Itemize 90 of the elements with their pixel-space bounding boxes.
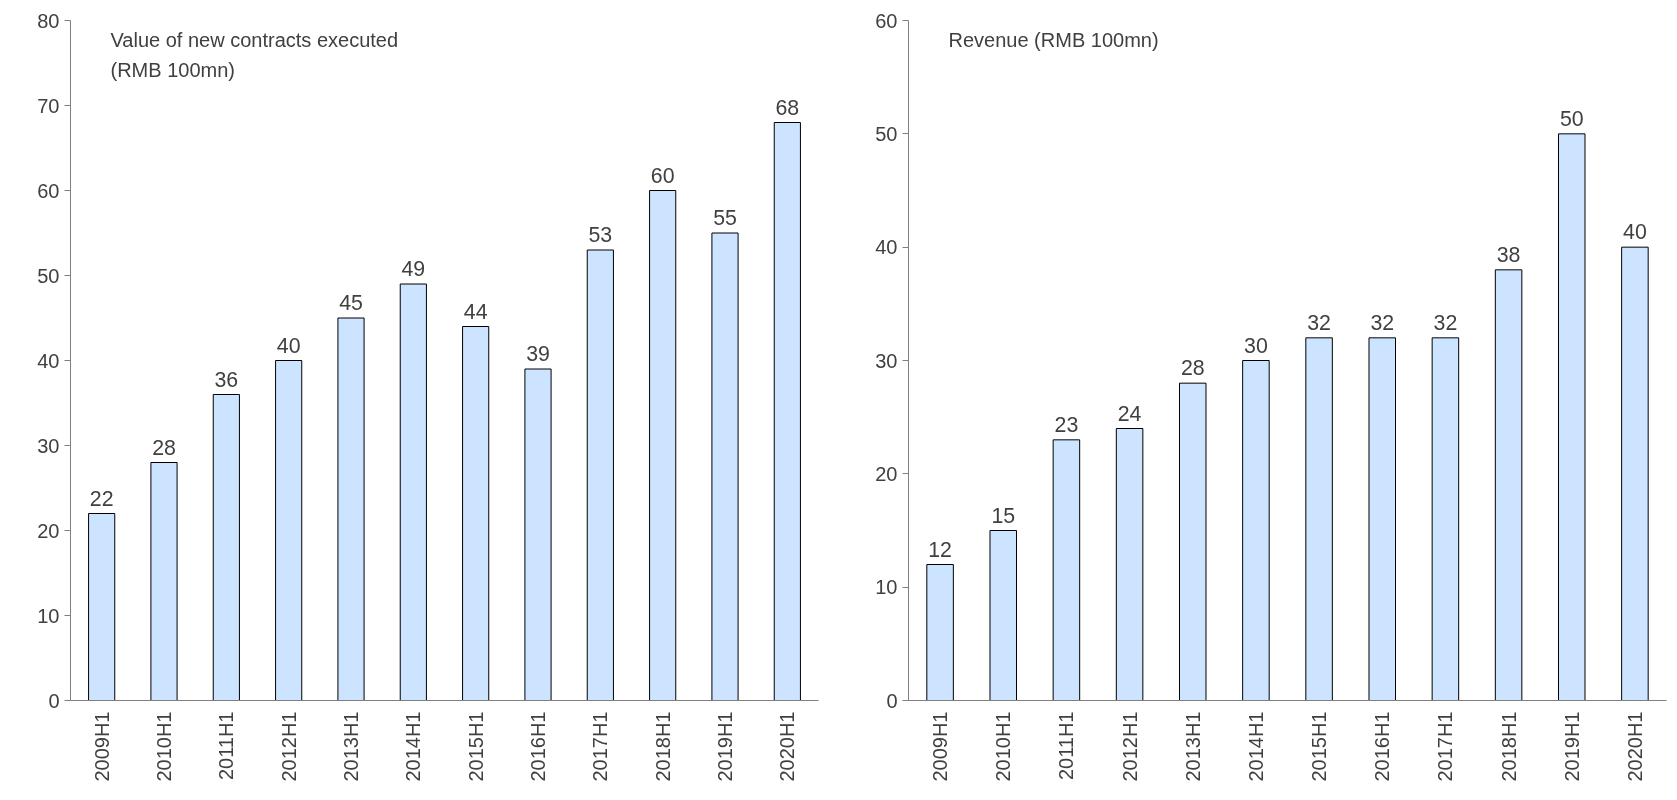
y-tick-label: 80	[37, 9, 60, 32]
bar	[275, 360, 303, 701]
bar	[337, 317, 365, 701]
bar	[88, 513, 116, 701]
data-label: 28	[1180, 356, 1205, 381]
y-tick-label: 50	[875, 122, 898, 145]
y-tick-label: 40	[875, 236, 898, 259]
x-tick-label: 2014H1	[1244, 711, 1267, 782]
x-tick-label: 2011H1	[215, 711, 238, 781]
x-tick-label: 2017H1	[589, 711, 612, 782]
data-label: 55	[713, 206, 737, 230]
data-label: 40	[1623, 220, 1647, 245]
data-label: 60	[650, 163, 675, 188]
bar	[1115, 428, 1144, 701]
data-label: 32	[1433, 310, 1458, 335]
data-label: 44	[463, 299, 488, 324]
bar	[1368, 337, 1397, 701]
x-tick-label: 2018H1	[1497, 711, 1520, 782]
chart-title: Revenue (RMB 100mn)	[948, 28, 1159, 51]
y-tick-label: 40	[37, 349, 60, 372]
x-tick-label: 2020H1	[776, 711, 799, 782]
data-label: 38	[1496, 242, 1521, 267]
data-label: 12	[928, 537, 952, 562]
x-tick-label: 2012H1	[1118, 711, 1141, 782]
data-label: 45	[339, 291, 363, 315]
x-tick-label: 2012H1	[277, 711, 300, 782]
data-label: 32	[1307, 310, 1331, 335]
y-tick-label: 20	[875, 462, 898, 485]
data-label: 28	[152, 435, 176, 460]
data-label: 15	[991, 503, 1016, 528]
x-tick-label: 2015H1	[464, 711, 487, 782]
data-label: 36	[214, 367, 239, 392]
data-label: 40	[276, 333, 301, 358]
y-tick-label: 10	[37, 604, 60, 627]
x-tick-label: 2013H1	[1181, 711, 1204, 782]
bar	[711, 232, 739, 701]
x-tick-label: 2009H1	[929, 711, 952, 782]
x-tick-label: 2013H1	[340, 711, 362, 782]
bar	[989, 530, 1018, 701]
bar	[1557, 133, 1586, 701]
y-tick-label: 70	[37, 94, 60, 117]
x-tick-label: 2015H1	[1308, 711, 1331, 782]
y-tick-label: 60	[37, 179, 60, 202]
x-tick-label: 2019H1	[1560, 711, 1583, 782]
y-tick-label: 30	[875, 349, 898, 372]
bar	[1621, 246, 1649, 701]
bar	[150, 462, 178, 701]
data-label: 22	[89, 486, 114, 511]
x-tick-label: 2020H1	[1623, 711, 1646, 782]
bar	[524, 368, 552, 701]
data-label: 49	[401, 257, 426, 281]
data-label: 68	[775, 95, 800, 120]
bar	[1178, 382, 1207, 701]
bar	[1494, 269, 1523, 701]
bar	[926, 564, 954, 701]
y-tick-label: 0	[886, 689, 898, 712]
x-tick-label: 2009H1	[90, 711, 113, 782]
bar	[399, 283, 427, 701]
x-tick-label: 2016H1	[527, 711, 549, 782]
y-tick-label: 60	[875, 9, 898, 32]
x-tick-label: 2014H1	[402, 711, 425, 782]
data-label: 53	[588, 223, 613, 247]
bar	[462, 326, 490, 701]
x-tick-label: 2016H1	[1371, 711, 1394, 782]
data-label: 24	[1117, 401, 1142, 426]
x-tick-label: 2017H1	[1434, 711, 1457, 782]
bar	[649, 190, 677, 701]
x-tick-label: 2018H1	[651, 711, 674, 782]
x-tick-label: 2010H1	[153, 711, 175, 782]
x-tick-label: 2019H1	[714, 711, 736, 782]
bar	[212, 394, 240, 701]
data-label: 30	[1244, 333, 1268, 358]
y-tick-label: 30	[37, 434, 60, 457]
y-tick-label: 10	[875, 576, 898, 599]
y-tick-label: 0	[48, 689, 60, 712]
data-label: 39	[526, 342, 550, 366]
y-tick-label: 20	[37, 519, 60, 542]
data-label: 32	[1370, 310, 1395, 335]
bar	[586, 249, 614, 701]
x-tick-label: 2011H1	[1055, 711, 1078, 781]
y-tick-label: 50	[37, 264, 60, 287]
data-label: 23	[1054, 412, 1079, 437]
text: Value of new contracts executed (RMB 100mn)	[110, 28, 399, 81]
bar	[1431, 337, 1460, 701]
bar	[1305, 337, 1333, 701]
data-label: 50	[1559, 106, 1584, 131]
bar	[1242, 360, 1270, 701]
bar	[773, 122, 801, 701]
x-tick-label: 2010H1	[992, 711, 1015, 782]
bar	[1052, 439, 1081, 701]
